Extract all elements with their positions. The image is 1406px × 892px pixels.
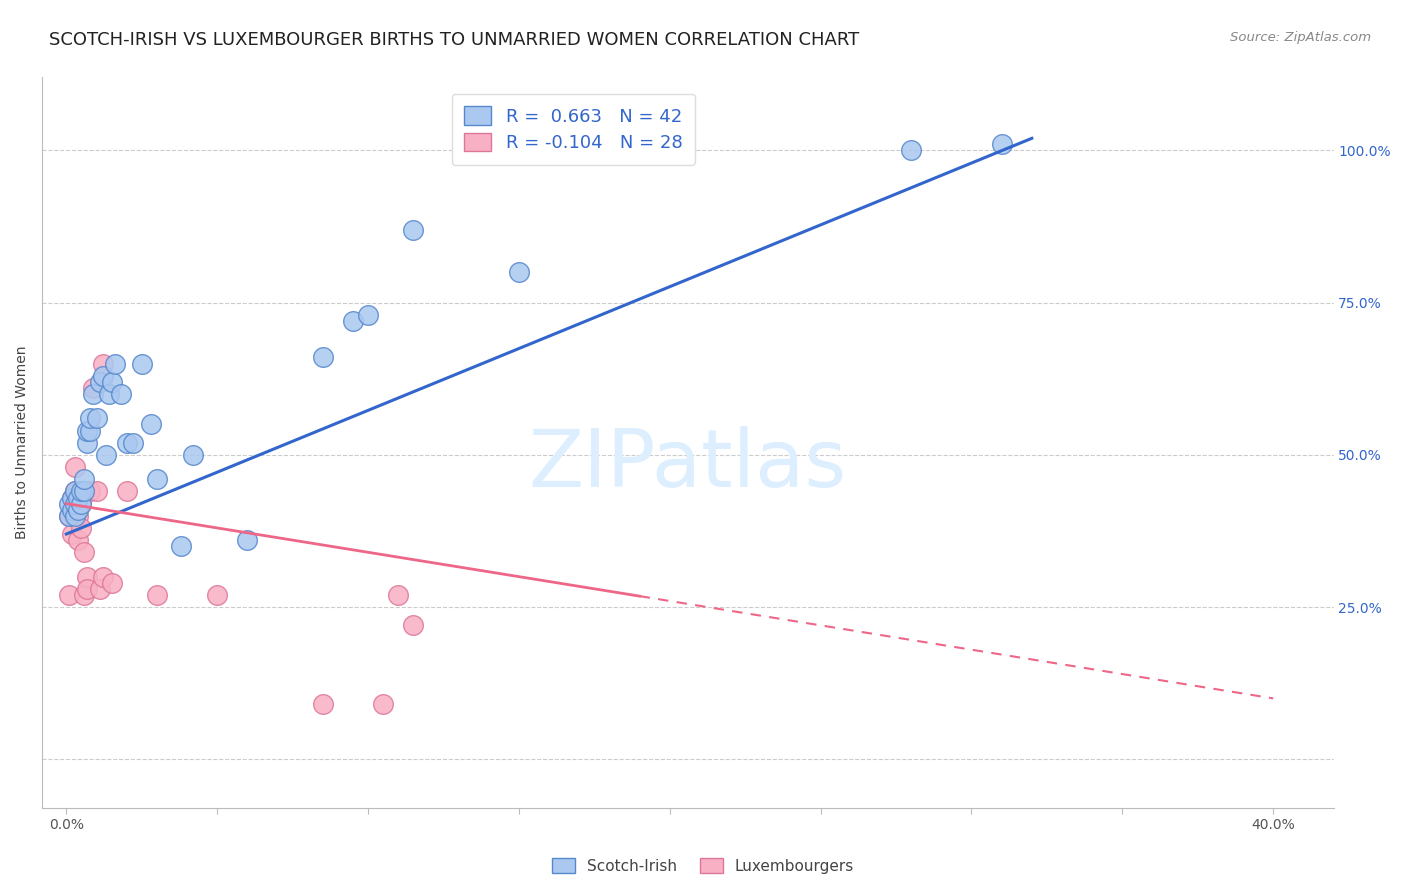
Point bbox=[82, 387, 104, 401]
Point bbox=[312, 698, 335, 712]
Point bbox=[70, 497, 93, 511]
Point bbox=[60, 527, 83, 541]
Text: SCOTCH-IRISH VS LUXEMBOURGER BIRTHS TO UNMARRIED WOMEN CORRELATION CHART: SCOTCH-IRISH VS LUXEMBOURGER BIRTHS TO U… bbox=[49, 31, 859, 49]
Point bbox=[146, 588, 169, 602]
Point bbox=[104, 357, 127, 371]
Point bbox=[73, 545, 96, 559]
Legend: Scotch-Irish, Luxembourgers: Scotch-Irish, Luxembourgers bbox=[546, 852, 860, 880]
Point bbox=[79, 424, 101, 438]
Point bbox=[58, 497, 80, 511]
Point bbox=[65, 484, 87, 499]
Point bbox=[115, 435, 138, 450]
Point bbox=[67, 502, 90, 516]
Point bbox=[121, 435, 143, 450]
Point bbox=[100, 575, 122, 590]
Point bbox=[79, 411, 101, 425]
Legend: R =  0.663   N = 42, R = -0.104   N = 28: R = 0.663 N = 42, R = -0.104 N = 28 bbox=[451, 94, 695, 165]
Text: Source: ZipAtlas.com: Source: ZipAtlas.com bbox=[1230, 31, 1371, 45]
Point bbox=[82, 381, 104, 395]
Point bbox=[342, 314, 364, 328]
Point bbox=[67, 508, 90, 523]
Point bbox=[65, 460, 87, 475]
Point bbox=[60, 502, 83, 516]
Point bbox=[76, 582, 98, 596]
Point bbox=[79, 484, 101, 499]
Point bbox=[86, 484, 108, 499]
Point bbox=[65, 484, 87, 499]
Point bbox=[131, 357, 153, 371]
Point bbox=[357, 308, 380, 322]
Point bbox=[900, 144, 922, 158]
Point bbox=[508, 265, 530, 279]
Point bbox=[181, 448, 204, 462]
Point bbox=[236, 533, 259, 548]
Point bbox=[97, 387, 120, 401]
Point bbox=[402, 618, 425, 632]
Point bbox=[312, 351, 335, 365]
Point bbox=[89, 582, 111, 596]
Point bbox=[170, 539, 193, 553]
Point bbox=[86, 411, 108, 425]
Point bbox=[65, 508, 87, 523]
Point bbox=[387, 588, 409, 602]
Point bbox=[76, 569, 98, 583]
Point bbox=[990, 137, 1012, 152]
Point bbox=[91, 569, 114, 583]
Point bbox=[60, 491, 83, 505]
Point bbox=[58, 508, 80, 523]
Y-axis label: Births to Unmarried Women: Births to Unmarried Women bbox=[15, 346, 30, 540]
Text: ZIPatlas: ZIPatlas bbox=[529, 425, 846, 504]
Point bbox=[67, 533, 90, 548]
Point bbox=[91, 368, 114, 383]
Point bbox=[67, 491, 90, 505]
Point bbox=[70, 521, 93, 535]
Point bbox=[205, 588, 228, 602]
Point bbox=[100, 375, 122, 389]
Point bbox=[65, 497, 87, 511]
Point bbox=[73, 484, 96, 499]
Point bbox=[76, 424, 98, 438]
Point bbox=[76, 435, 98, 450]
Point bbox=[402, 222, 425, 236]
Point bbox=[58, 508, 80, 523]
Point bbox=[70, 484, 93, 499]
Point bbox=[94, 448, 117, 462]
Point bbox=[146, 472, 169, 486]
Point bbox=[139, 417, 162, 432]
Point bbox=[58, 588, 80, 602]
Point bbox=[73, 472, 96, 486]
Point bbox=[115, 484, 138, 499]
Point bbox=[110, 387, 132, 401]
Point bbox=[523, 144, 546, 158]
Point bbox=[73, 588, 96, 602]
Point bbox=[91, 357, 114, 371]
Point bbox=[371, 698, 394, 712]
Point bbox=[60, 491, 83, 505]
Point bbox=[70, 497, 93, 511]
Point bbox=[89, 375, 111, 389]
